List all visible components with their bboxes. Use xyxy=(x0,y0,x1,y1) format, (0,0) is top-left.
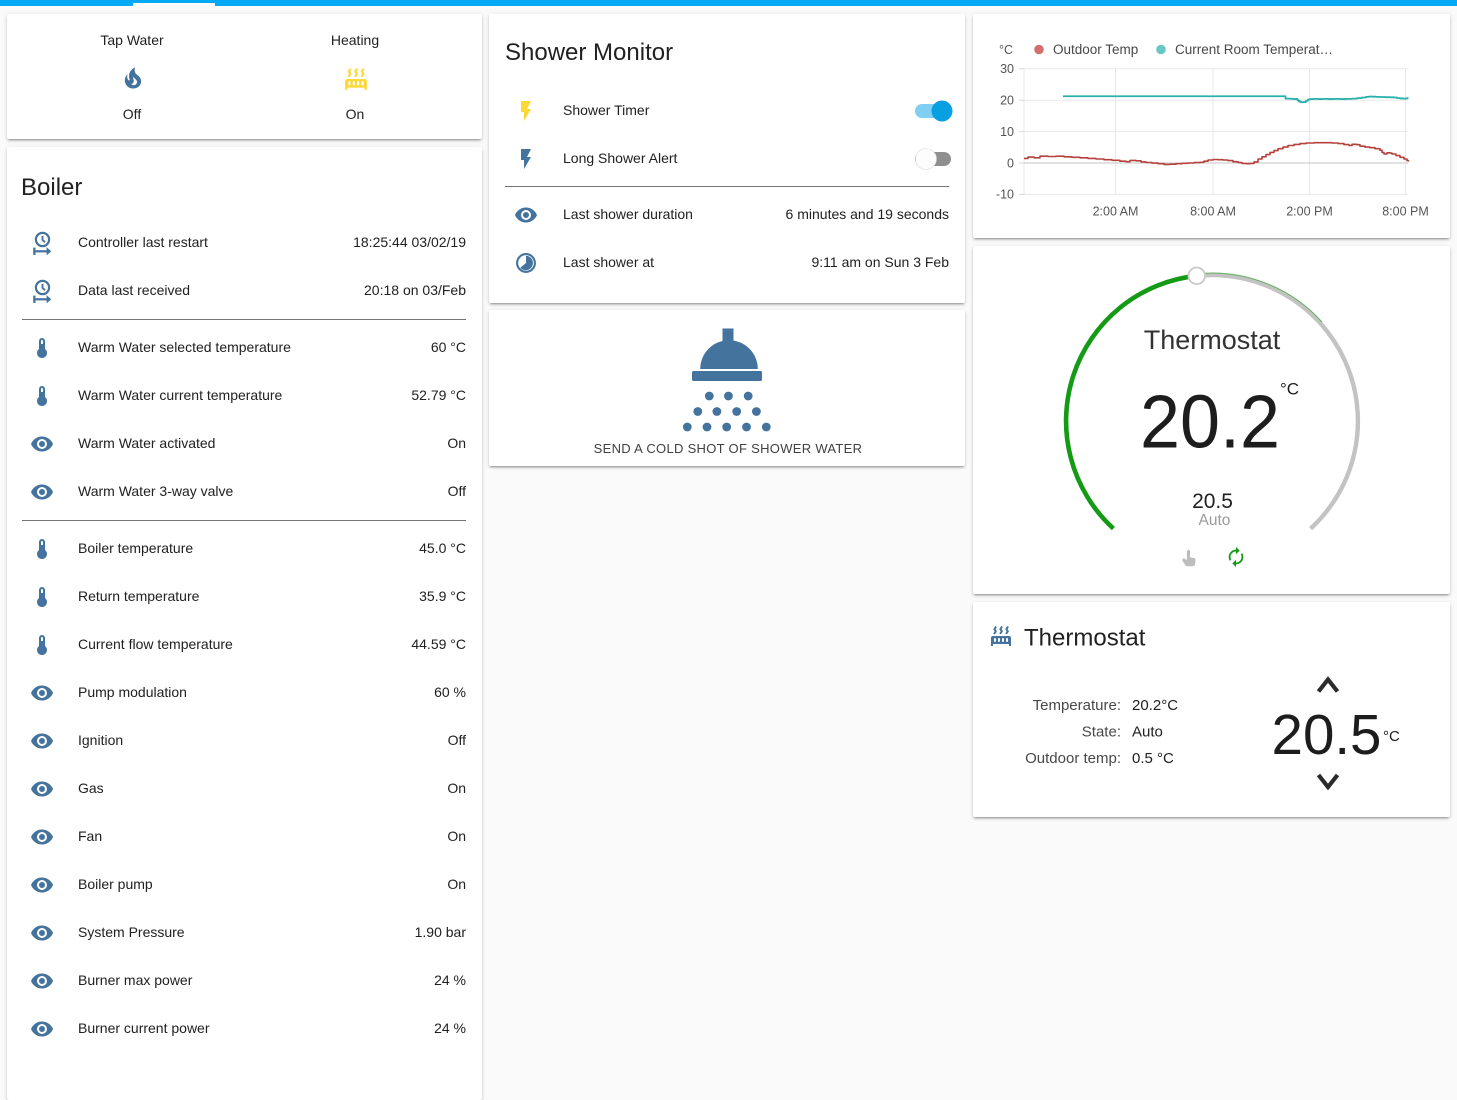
svg-text:0.5 °C: 0.5 °C xyxy=(1132,750,1174,767)
svg-text:8:00 PM: 8:00 PM xyxy=(1382,205,1429,219)
svg-text:-10: -10 xyxy=(996,188,1014,202)
svg-text:Auto: Auto xyxy=(1199,512,1231,529)
svg-text:°C: °C xyxy=(1280,380,1299,399)
svg-text:Outdoor Temp: Outdoor Temp xyxy=(1053,42,1138,57)
svg-text:20.2: 20.2 xyxy=(1140,380,1280,464)
svg-text:20.2°C: 20.2°C xyxy=(1132,697,1178,714)
svg-text:8:00 AM: 8:00 AM xyxy=(1190,205,1236,219)
svg-text:Auto: Auto xyxy=(1132,724,1163,741)
svg-text:Current Room Temperat…: Current Room Temperat… xyxy=(1175,42,1333,57)
svg-text:0: 0 xyxy=(1007,156,1014,170)
svg-text:°C: °C xyxy=(1383,728,1400,745)
svg-text:Temperature:: Temperature: xyxy=(1033,697,1121,714)
svg-text:30: 30 xyxy=(1000,62,1014,76)
svg-text:State:: State: xyxy=(1082,724,1121,741)
svg-text:20: 20 xyxy=(1000,94,1014,108)
svg-text:20.5: 20.5 xyxy=(1272,703,1382,766)
svg-text:Thermostat: Thermostat xyxy=(1144,325,1281,355)
svg-text:20.5: 20.5 xyxy=(1192,490,1233,513)
svg-text:10: 10 xyxy=(1000,125,1014,139)
svg-text:Outdoor temp:: Outdoor temp: xyxy=(1025,750,1121,767)
svg-text:Thermostat: Thermostat xyxy=(1024,625,1146,652)
svg-text:°C: °C xyxy=(999,43,1013,57)
svg-text:2:00 AM: 2:00 AM xyxy=(1093,205,1139,219)
svg-text:2:00 PM: 2:00 PM xyxy=(1286,205,1333,219)
